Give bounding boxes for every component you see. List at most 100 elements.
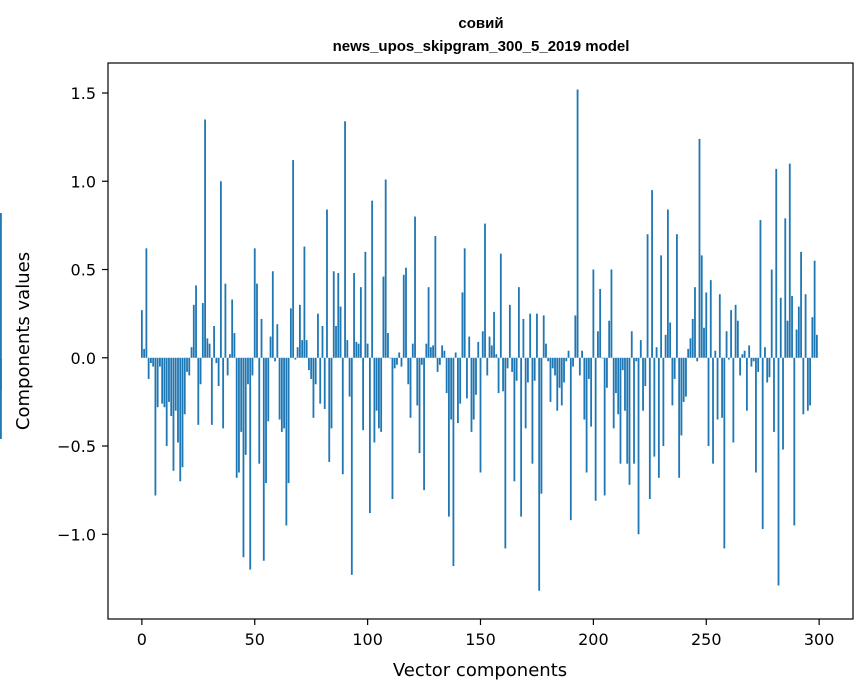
bar	[484, 223, 486, 358]
bar	[696, 357, 699, 362]
bar	[527, 357, 529, 383]
bar	[201, 303, 204, 358]
bar	[170, 357, 173, 417]
bar	[407, 357, 410, 385]
bar	[513, 357, 516, 482]
bar	[380, 357, 383, 432]
bar	[748, 345, 751, 358]
bar	[676, 234, 678, 358]
bar	[398, 352, 401, 358]
bar	[775, 168, 778, 358]
bars-group	[0, 89, 818, 591]
bar	[195, 285, 197, 358]
bar	[468, 336, 471, 358]
bar	[691, 318, 694, 358]
bar	[804, 294, 807, 358]
y-tick-label: −1.0	[57, 525, 96, 544]
bar	[784, 218, 787, 358]
bar	[159, 357, 161, 367]
bar	[339, 306, 342, 358]
bar	[308, 357, 310, 371]
bar	[210, 357, 213, 425]
bar	[260, 318, 263, 358]
bar	[567, 350, 570, 358]
bar	[364, 251, 367, 358]
bar	[414, 216, 416, 358]
bar	[621, 357, 624, 371]
bar	[165, 357, 168, 447]
bar	[427, 287, 430, 358]
bar	[0, 357, 2, 439]
bar	[499, 253, 502, 358]
y-tick-label: 0.5	[71, 261, 96, 280]
bar	[666, 209, 669, 358]
bar	[705, 292, 708, 358]
bar	[782, 357, 784, 450]
bar	[596, 331, 599, 358]
bar	[174, 357, 177, 411]
bar	[669, 322, 672, 358]
bar	[355, 341, 358, 358]
bar	[576, 89, 579, 358]
bar	[224, 283, 227, 358]
bar	[298, 304, 301, 358]
bar	[269, 336, 272, 358]
bar	[648, 357, 651, 499]
bar	[606, 357, 608, 388]
chart-title-line1: совий	[458, 15, 503, 32]
bar	[639, 340, 642, 358]
bar	[809, 357, 812, 406]
bar	[743, 350, 746, 358]
bar	[152, 357, 155, 367]
bar	[353, 273, 355, 358]
x-tick-label: 250	[691, 630, 722, 649]
y-tick-label: 0.0	[71, 349, 96, 368]
bar	[585, 357, 588, 473]
bar	[786, 320, 789, 358]
bar	[256, 283, 258, 358]
bar	[795, 329, 798, 358]
bar	[190, 347, 193, 358]
bar	[578, 357, 581, 376]
bar	[590, 357, 593, 427]
bar	[285, 357, 288, 526]
bar	[411, 343, 414, 358]
bar	[432, 345, 434, 358]
bar	[258, 357, 261, 464]
bar	[335, 326, 337, 358]
bar	[764, 347, 766, 358]
bar	[168, 357, 170, 402]
bar	[488, 336, 491, 358]
bar	[549, 357, 552, 402]
bar	[332, 271, 335, 358]
bar	[179, 357, 182, 482]
bar	[217, 357, 220, 387]
bar	[680, 357, 683, 436]
bar	[229, 354, 231, 358]
bar	[447, 357, 450, 517]
bar	[703, 327, 705, 358]
bar	[504, 357, 507, 549]
bar	[161, 357, 164, 404]
bar	[556, 357, 559, 411]
bar	[694, 287, 696, 358]
bar	[511, 357, 514, 372]
bar	[231, 299, 234, 358]
bar	[461, 292, 464, 358]
y-tick-label: 1.0	[71, 172, 96, 191]
bar	[457, 357, 459, 424]
bar	[283, 357, 285, 429]
bar	[303, 246, 306, 358]
bar	[434, 235, 437, 358]
bar	[319, 357, 322, 404]
bar	[547, 357, 550, 362]
bar	[249, 357, 252, 570]
bar	[610, 269, 613, 358]
bar	[375, 357, 378, 411]
bar	[766, 357, 769, 383]
bar	[314, 357, 317, 385]
x-tick-label: 200	[578, 630, 609, 649]
bar	[673, 357, 676, 379]
x-tick-label: 150	[465, 630, 496, 649]
bar	[296, 347, 299, 358]
